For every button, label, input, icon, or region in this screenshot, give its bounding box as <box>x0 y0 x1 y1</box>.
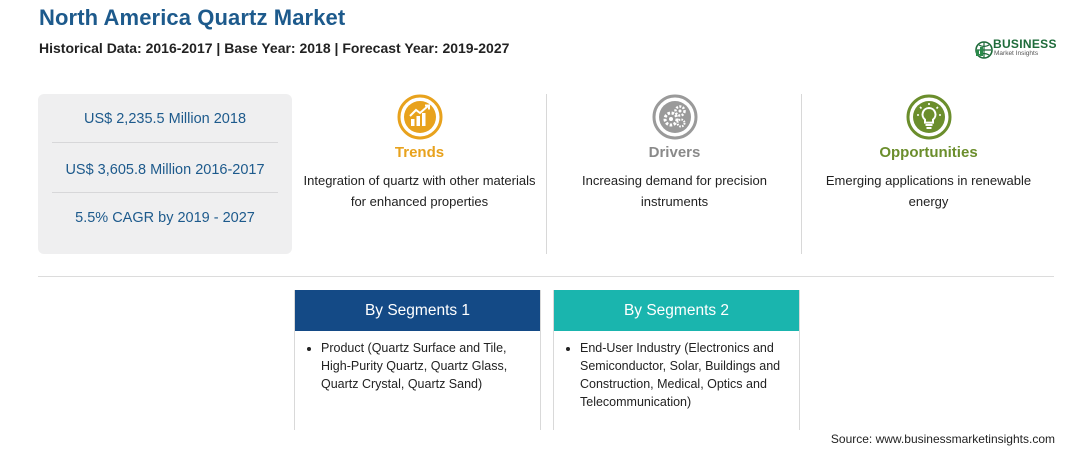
trends-heading: Trends <box>394 144 445 161</box>
drivers-heading: Drivers <box>648 144 701 161</box>
opportunities-heading: Opportunities <box>879 144 978 161</box>
opportunities-column: Opportunities Emerging applications in r… <box>806 94 1051 212</box>
logo-wordmark: BUSINESS <box>993 37 1057 51</box>
page-title: North America Quartz Market <box>39 5 346 30</box>
column-divider <box>801 94 802 254</box>
segment-2-title: By Segments 2 <box>554 290 799 331</box>
column-divider <box>546 94 547 254</box>
page-subtitle: Historical Data: 2016-2017 | Base Year: … <box>39 40 510 56</box>
segment-1-list: Product (Quartz Surface and Tile, High-P… <box>295 339 540 393</box>
section-divider <box>38 276 1054 277</box>
logo-tagline: Market Insights <box>994 50 1039 57</box>
segment-card-2: By Segments 2 End-User Industry (Electro… <box>553 290 800 430</box>
globe-logo-icon <box>975 41 993 59</box>
divider <box>52 142 278 143</box>
chart-growth-icon <box>397 94 442 140</box>
stat-market-value-2018: US$ 2,235.5 Million 2018 <box>83 111 247 127</box>
stat-cagr: 5.5% CAGR by 2019 - 2027 <box>75 210 255 226</box>
stat-market-value-historical: US$ 3,605.8 Million 2016-2017 <box>65 162 265 178</box>
segment-2-item: End-User Industry (Electronics and Semic… <box>580 339 799 411</box>
gears-icon <box>652 94 697 140</box>
segment-card-1: By Segments 1 Product (Quartz Surface an… <box>294 290 541 430</box>
opportunities-description: Emerging applications in renewable energ… <box>825 173 1032 209</box>
trends-description: Integration of quartz with other materia… <box>303 173 536 209</box>
trends-column: Trends Integration of quartz with other … <box>297 94 542 212</box>
drivers-description: Increasing demand for precision instrume… <box>582 173 767 209</box>
segment-2-list: End-User Industry (Electronics and Semic… <box>554 339 799 411</box>
drivers-column: Drivers Increasing demand for precision … <box>552 94 797 212</box>
source-note: Source: www.businessmarketinsights.com <box>830 432 1055 446</box>
lightbulb-icon <box>906 94 951 140</box>
divider <box>52 192 278 193</box>
brand-logo[interactable]: BUSINESS Market Insights <box>974 36 1064 62</box>
key-stats-panel: US$ 2,235.5 Million 2018 US$ 3,605.8 Mil… <box>38 94 292 254</box>
segment-1-title: By Segments 1 <box>295 290 540 331</box>
segment-1-item: Product (Quartz Surface and Tile, High-P… <box>321 339 540 393</box>
